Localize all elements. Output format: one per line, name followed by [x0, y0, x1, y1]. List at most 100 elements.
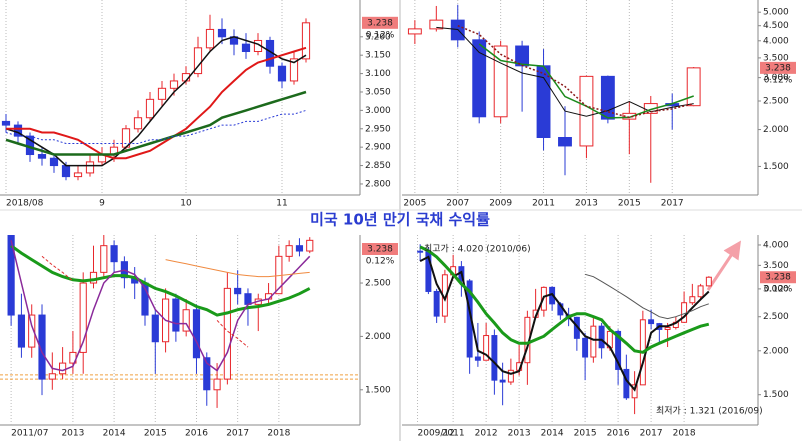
x-tick-label: 9: [99, 199, 105, 209]
y-tick-label: 3.100: [365, 69, 391, 79]
y-tick-label: 3.500: [763, 261, 789, 271]
moving-average: [6, 46, 307, 160]
y-tick-label: 3.000: [365, 106, 391, 116]
x-tick-label: 2017: [226, 429, 249, 439]
candle-body: [182, 309, 190, 332]
moving-average: [165, 259, 310, 278]
x-tick-label: 2011/07: [11, 429, 48, 439]
candle-body: [590, 325, 597, 358]
x-tick-label: 11: [276, 199, 287, 209]
x-tick-label: 2014: [103, 429, 126, 439]
candle-body: [417, 250, 424, 253]
candle-body: [697, 285, 704, 298]
x-tick-label: 2018: [267, 429, 290, 439]
moving-average: [419, 245, 710, 354]
y-tick-label: 2.000: [763, 125, 789, 135]
trend-arrow: [706, 240, 741, 291]
x-tick-label: 2018: [673, 429, 696, 439]
moving-average: [419, 255, 710, 392]
candle-body: [85, 161, 95, 174]
candle-body: [664, 326, 671, 330]
candle-body: [48, 373, 56, 380]
y-tick-label: 2.500: [365, 279, 391, 289]
candle-body: [493, 45, 508, 118]
x-tick-label: 2015: [618, 199, 641, 209]
y-tick-label: 2.900: [365, 143, 391, 153]
candle-body: [507, 369, 514, 383]
candle-body: [49, 157, 59, 167]
moving-average: [5, 90, 307, 156]
candle-body: [474, 356, 481, 361]
moving-average: [584, 273, 709, 320]
moving-average: [10, 240, 311, 372]
candle-body: [433, 290, 440, 317]
y-tick-label: 2.000: [365, 332, 391, 342]
candle-body: [295, 245, 304, 252]
moving-average: [41, 255, 249, 348]
price-box: [362, 16, 398, 29]
candle-body: [648, 319, 655, 325]
candle-body: [241, 43, 251, 53]
y-tick-label: 2.500: [763, 96, 789, 106]
annotation: 최저가 : 1.321 (2016/09): [656, 406, 763, 417]
y-tick-label: 3.500: [763, 53, 789, 63]
candle-body: [61, 165, 71, 178]
x-tick-label: 2016: [607, 429, 630, 439]
y-tick-label: 2.000: [763, 346, 789, 356]
candle-body: [38, 314, 46, 380]
price-box: [760, 61, 796, 74]
candle-body: [689, 296, 696, 304]
x-tick-label: 2013: [508, 429, 531, 439]
x-tick-label: 2017: [661, 199, 684, 209]
candle-body: [1, 120, 11, 126]
y-tick-label: 1.500: [365, 385, 391, 395]
candle-body: [169, 80, 179, 89]
change-label: 0.12%: [764, 75, 793, 85]
x-tick-label: 2009: [489, 199, 512, 209]
x-tick-label: 2015: [574, 429, 597, 439]
change-label: 0.12%: [764, 285, 793, 295]
candle-body: [59, 362, 67, 375]
candle-body: [213, 378, 221, 391]
plot-area: [407, 4, 701, 183]
price-box: [760, 271, 796, 284]
price-box: [362, 243, 398, 255]
candle-body: [407, 28, 422, 35]
y-tick-label: 4.500: [763, 21, 789, 31]
moving-average: [5, 36, 307, 167]
candle-body: [28, 314, 36, 348]
x-tick-label: 2007: [446, 199, 469, 209]
candle-body: [289, 58, 299, 82]
plot-area: [417, 244, 712, 415]
plot-area: [0, 235, 360, 408]
candle-body: [192, 309, 201, 359]
candle-body: [217, 28, 227, 38]
x-tick-label: 2011: [532, 199, 555, 209]
y-tick-label: 4.000: [763, 240, 789, 250]
x-tick-label: 2005: [403, 199, 426, 209]
candle-body: [79, 282, 87, 353]
candle-body: [145, 98, 155, 119]
candle-body: [472, 39, 487, 118]
y-tick-label: 4.000: [763, 36, 789, 46]
y-tick-label: 2.500: [763, 312, 789, 322]
candle-body: [285, 245, 293, 257]
candle-body: [491, 335, 498, 381]
candle-body: [73, 172, 83, 178]
moving-average: [10, 244, 311, 317]
candle-body: [631, 384, 638, 399]
annotation: 최고가 : 4.020 (2010/06): [424, 244, 531, 255]
x-tick-label: 2013: [575, 199, 598, 209]
candle-body: [499, 379, 506, 383]
y-tick-label: 2.950: [365, 124, 391, 134]
y-tick-label: 1.500: [763, 390, 789, 400]
candle-body: [157, 87, 167, 100]
candle-body: [205, 28, 215, 49]
page-title: 미국 10년 만기 국채 수익률: [310, 211, 490, 229]
y-tick-label: 2.800: [365, 179, 391, 189]
moving-average: [5, 109, 307, 144]
y-tick-label: 3.150: [365, 51, 391, 61]
x-tick-label: 2013: [61, 429, 84, 439]
candle-body: [600, 75, 615, 120]
